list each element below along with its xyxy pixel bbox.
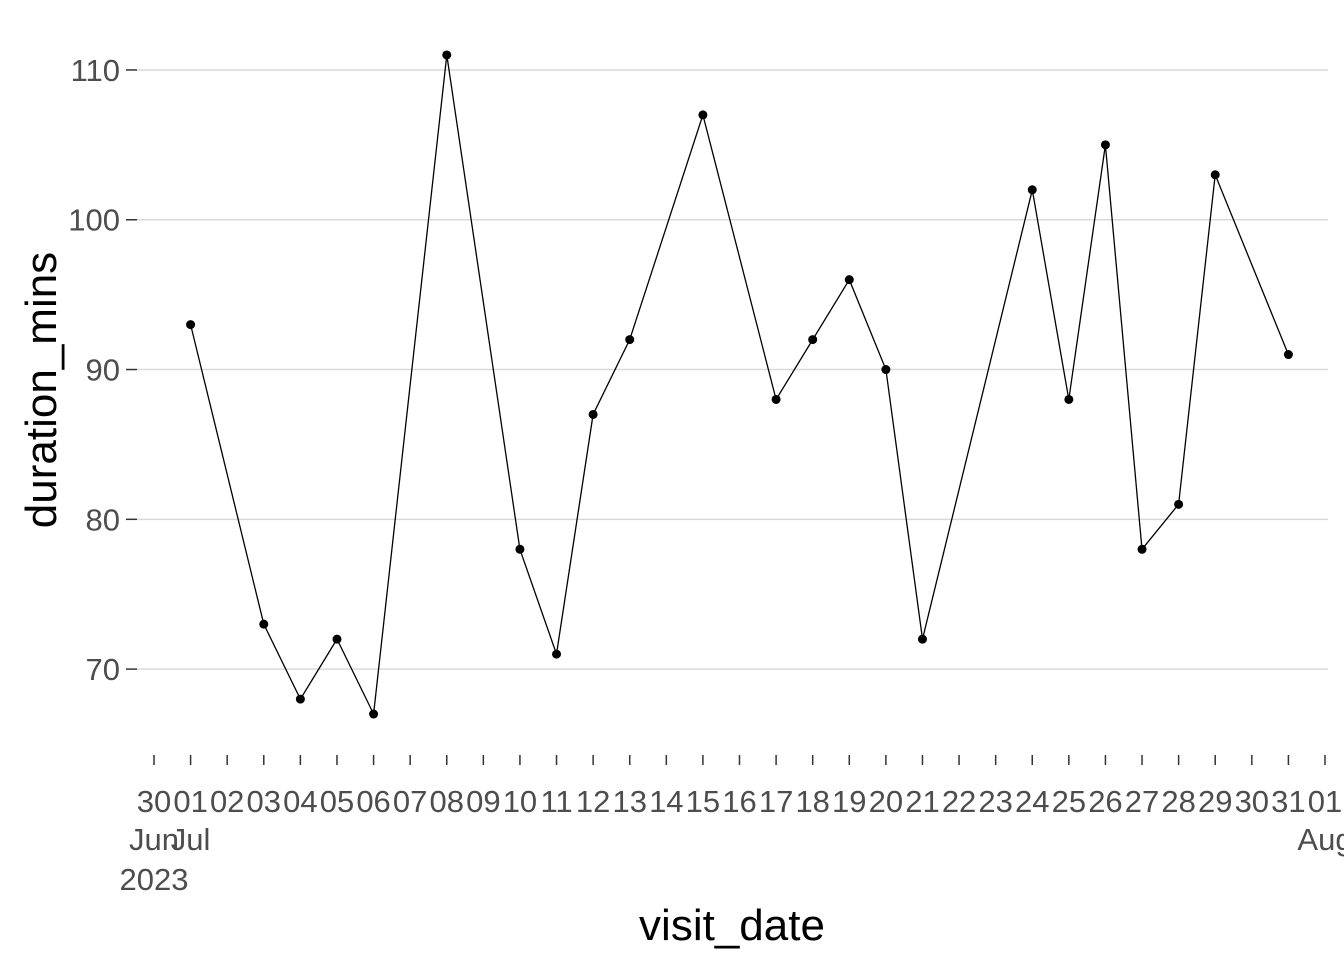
x-tick-label: 01 bbox=[1308, 784, 1342, 819]
x-axis-title: visit_date bbox=[639, 901, 825, 950]
data-point bbox=[1174, 499, 1184, 509]
x-tick-label: 17 bbox=[759, 784, 793, 819]
data-point bbox=[917, 634, 927, 644]
x-tick-label: 23 bbox=[978, 784, 1012, 819]
data-point bbox=[1100, 140, 1110, 150]
x-tick-label: 21 bbox=[905, 784, 939, 819]
data-point bbox=[442, 50, 452, 60]
y-tick-label: 70 bbox=[86, 652, 120, 687]
x-tick-label: 30 bbox=[1235, 784, 1269, 819]
x-tick-label: 29 bbox=[1198, 784, 1232, 819]
x-tick-label: 10 bbox=[503, 784, 537, 819]
data-point bbox=[881, 365, 891, 375]
x-tick-label: 04 bbox=[283, 784, 317, 819]
series-line-group bbox=[189, 54, 1290, 717]
x-tick-label: 06 bbox=[356, 784, 390, 819]
y-tick-label: 110 bbox=[71, 53, 120, 88]
x-tick-label: 13 bbox=[612, 784, 646, 819]
x-tick-label: 31 bbox=[1271, 784, 1305, 819]
data-points bbox=[186, 50, 1293, 719]
x-tick-month-label: Aug bbox=[1297, 822, 1344, 857]
y-axis-title: duration_mins bbox=[17, 252, 66, 528]
x-tick-label: 24 bbox=[1015, 784, 1049, 819]
y-tick-labels: 70 80 90 100 110 bbox=[68, 53, 120, 687]
x-tick-label: 25 bbox=[1052, 784, 1086, 819]
x-tick-label: 19 bbox=[832, 784, 866, 819]
data-point bbox=[808, 335, 818, 345]
data-point bbox=[369, 709, 379, 719]
x-tick-label: 27 bbox=[1125, 784, 1159, 819]
x-tick-label: 03 bbox=[247, 784, 281, 819]
series-line bbox=[189, 54, 1290, 717]
x-tick-label: 09 bbox=[466, 784, 500, 819]
x-tick-label: 15 bbox=[686, 784, 720, 819]
x-tick-label: 28 bbox=[1161, 784, 1195, 819]
x-tick-label: 05 bbox=[320, 784, 354, 819]
y-tick-label: 80 bbox=[86, 502, 120, 537]
x-tick-label: 26 bbox=[1088, 784, 1122, 819]
data-point bbox=[844, 275, 854, 285]
data-point bbox=[1064, 394, 1074, 404]
x-tick-label: 11 bbox=[540, 784, 572, 819]
x-tick-label: 07 bbox=[393, 784, 427, 819]
x-tick-year-label: 2023 bbox=[120, 862, 189, 897]
data-point bbox=[1210, 170, 1220, 180]
axis-ticks bbox=[153, 755, 1326, 765]
x-tick-label: 22 bbox=[942, 784, 976, 819]
data-point bbox=[515, 544, 525, 554]
data-point bbox=[186, 320, 196, 330]
x-tick-label: 12 bbox=[576, 784, 610, 819]
data-point bbox=[625, 335, 635, 345]
data-point bbox=[295, 694, 305, 704]
x-tick-label: 18 bbox=[795, 784, 829, 819]
x-tick-month-label: Jul bbox=[171, 822, 211, 857]
y-tick-label: 90 bbox=[86, 353, 120, 388]
data-point bbox=[332, 634, 342, 644]
x-tick-label: 20 bbox=[869, 784, 903, 819]
x-tick-label: 14 bbox=[649, 784, 683, 819]
x-tick-label: 01 bbox=[173, 784, 207, 819]
data-point bbox=[588, 409, 598, 419]
x-tick-label: 16 bbox=[722, 784, 756, 819]
data-point bbox=[552, 649, 562, 659]
x-tick-label: 30 bbox=[137, 784, 171, 819]
data-point bbox=[1027, 185, 1037, 195]
gridlines bbox=[126, 69, 1328, 670]
data-point bbox=[698, 110, 708, 120]
data-point bbox=[259, 619, 269, 629]
data-point bbox=[1137, 544, 1147, 554]
x-tick-label: 02 bbox=[210, 784, 244, 819]
data-point bbox=[1283, 350, 1293, 360]
x-tick-label: 08 bbox=[430, 784, 464, 819]
x-tick-month-label: Jun bbox=[129, 822, 179, 857]
data-point bbox=[771, 394, 781, 404]
y-tick-label: 100 bbox=[68, 203, 120, 238]
